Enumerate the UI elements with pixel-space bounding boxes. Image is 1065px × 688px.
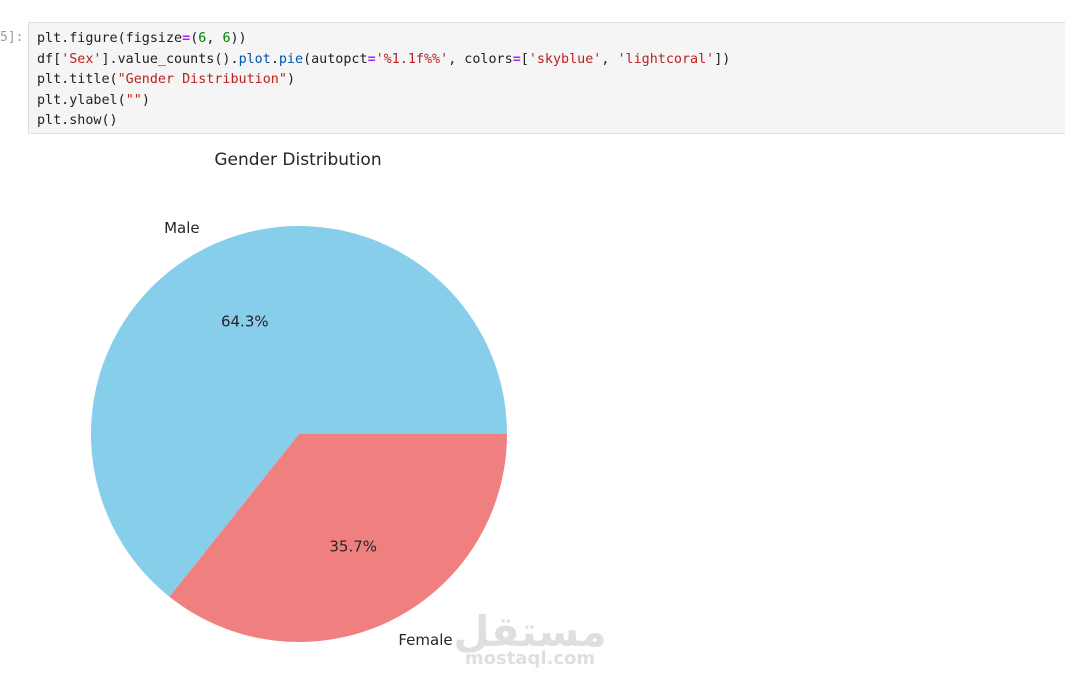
code-line: df['Sex'].value_counts().plot.pie(autopc… bbox=[37, 50, 1065, 71]
code-token: . bbox=[270, 51, 279, 67]
code-line: plt.ylabel("") bbox=[37, 91, 1065, 112]
code-token: (autopct bbox=[303, 51, 368, 67]
code-token: "Gender Distribution" bbox=[117, 72, 287, 87]
cell-output: Gender Distribution Male 64.3% Female 35.7%… bbox=[0, 134, 1065, 684]
code-token: pie bbox=[278, 51, 304, 67]
code-token: = bbox=[182, 31, 191, 46]
code-token: plt.figure(figsize bbox=[37, 31, 183, 46]
code-token: , bbox=[206, 31, 223, 46]
code-line: plt.figure(figsize=(6, 6)) bbox=[37, 29, 1065, 50]
code-line: plt.title("Gender Distribution") bbox=[37, 70, 1065, 91]
code-token: 'skyblue' bbox=[528, 51, 602, 67]
code-token: ].value_counts(). bbox=[101, 51, 239, 67]
code-token: ) bbox=[141, 92, 150, 108]
pie-chart: Gender Distribution Male 64.3% Female 35.7%… bbox=[90, 150, 607, 669]
code-token: , colors bbox=[448, 51, 513, 67]
cell-prompt: 5]: bbox=[0, 30, 24, 45]
code-token: plot bbox=[238, 51, 271, 67]
code-line: plt.show() bbox=[37, 111, 1065, 132]
code-token: = bbox=[367, 51, 376, 67]
code-token: , bbox=[601, 51, 618, 67]
mostaql-watermark: مستقل mostaql.com bbox=[453, 607, 607, 669]
code-token: plt.ylabel( bbox=[37, 92, 126, 108]
code-token: df[ bbox=[37, 51, 62, 67]
code-token: plt.show() bbox=[37, 113, 118, 128]
chart-title: Gender Distribution bbox=[214, 150, 381, 170]
pie-slice-female bbox=[169, 434, 507, 642]
code-token: 'Sex' bbox=[61, 51, 102, 67]
code-token: "" bbox=[125, 92, 142, 108]
pie-percent-label: 64.3% bbox=[221, 313, 269, 331]
code-token: ) bbox=[286, 72, 295, 87]
watermark-logo-text: مستقل bbox=[453, 607, 607, 656]
code-token: = bbox=[512, 51, 521, 67]
watermark-url-text: mostaql.com bbox=[465, 648, 595, 669]
code-editor[interactable]: plt.figure(figsize=(6, 6)) df['Sex'].valu… bbox=[29, 23, 1065, 132]
code-token: ( bbox=[190, 31, 199, 46]
pie-slice-male bbox=[90, 226, 508, 597]
code-token: '%1.1f%%' bbox=[375, 51, 449, 67]
code-token: 6 bbox=[222, 31, 231, 46]
code-token: plt.title( bbox=[37, 72, 118, 87]
pie-category-label: Male bbox=[164, 219, 200, 237]
code-token: 6 bbox=[198, 31, 207, 46]
pie-percent-label: 35.7% bbox=[329, 537, 377, 555]
code-token: ]) bbox=[714, 51, 731, 67]
pie-category-label: Female bbox=[398, 631, 452, 649]
code-token: 'lightcoral' bbox=[617, 51, 715, 67]
code-token: )) bbox=[230, 31, 247, 46]
code-cell[interactable]: plt.figure(figsize=(6, 6)) df['Sex'].valu… bbox=[28, 22, 1065, 134]
code-token: [ bbox=[520, 51, 529, 67]
